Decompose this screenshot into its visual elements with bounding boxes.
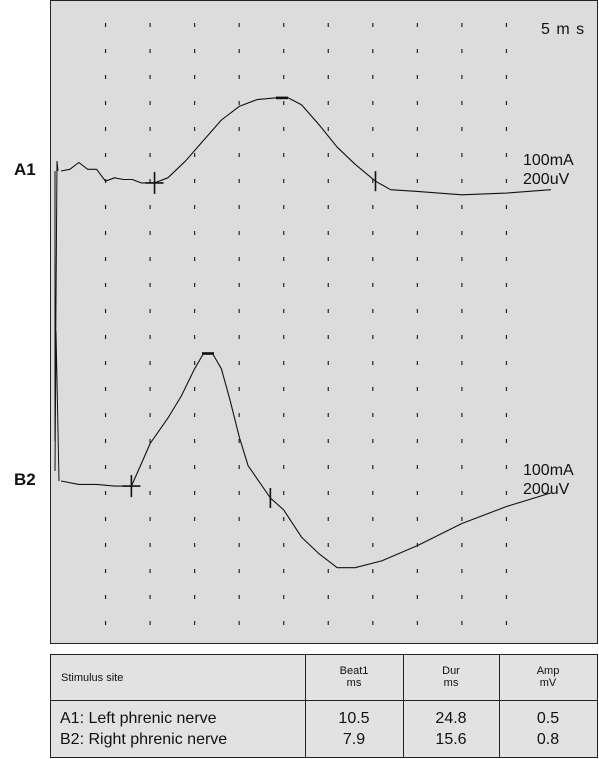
header-beat1-unit: ms bbox=[346, 677, 362, 689]
scale-label-b2: 100mA 200uV bbox=[523, 461, 574, 499]
row-b2-amp: 0.8 bbox=[536, 731, 560, 748]
trace-panel: 5 m s 100mA 200uV 100mA 200uV bbox=[50, 0, 598, 644]
row-a1-site: A1: Left phrenic nerve bbox=[60, 710, 217, 727]
row-b2-dur: 15.6 bbox=[435, 731, 467, 748]
trace-a1 bbox=[60, 97, 552, 196]
row-a1-dur: 24.8 bbox=[435, 710, 467, 727]
marker-b2-onset bbox=[122, 475, 141, 498]
column-divider bbox=[499, 655, 500, 757]
scale-current-b2: 100mA bbox=[523, 462, 574, 479]
trace-plot bbox=[54, 23, 552, 631]
header-amp: Amp mV bbox=[499, 665, 597, 689]
marker-a1-onset bbox=[145, 171, 164, 194]
header-dur-label: Dur bbox=[442, 665, 460, 677]
header-beat1: Beat1 ms bbox=[305, 665, 403, 689]
stimulus-artifact bbox=[54, 160, 60, 482]
results-table: Stimulus site Beat1 ms Dur ms Amp mV A1:… bbox=[50, 654, 598, 758]
row-b2-site: B2: Right phrenic nerve bbox=[60, 731, 228, 748]
row-a1-beat1: 10.5 bbox=[338, 710, 370, 727]
column-divider bbox=[305, 655, 306, 757]
header-divider bbox=[51, 700, 597, 701]
channel-label-a1: A1 bbox=[14, 160, 36, 179]
timebase-label: 5 m s bbox=[541, 21, 586, 38]
scale-label-a1: 100mA 200uV bbox=[523, 151, 574, 189]
row-b2-beat1: 7.9 bbox=[342, 731, 366, 748]
row-a1-amp: 0.5 bbox=[536, 710, 560, 727]
scale-current-a1: 100mA bbox=[523, 152, 574, 169]
header-amp-label: Amp bbox=[536, 665, 560, 677]
column-divider bbox=[403, 655, 404, 757]
scale-voltage-a1: 200uV bbox=[523, 171, 570, 188]
header-dur-unit: ms bbox=[443, 677, 459, 689]
header-amp-unit: mV bbox=[539, 677, 557, 689]
header-beat1-label: Beat1 bbox=[339, 665, 369, 677]
scale-voltage-b2: 200uV bbox=[523, 481, 570, 498]
channel-label-b2: B2 bbox=[14, 470, 36, 489]
header-dur: Dur ms bbox=[403, 665, 499, 689]
trace-b2 bbox=[60, 352, 552, 569]
header-stimulus-site: Stimulus site bbox=[61, 672, 124, 684]
